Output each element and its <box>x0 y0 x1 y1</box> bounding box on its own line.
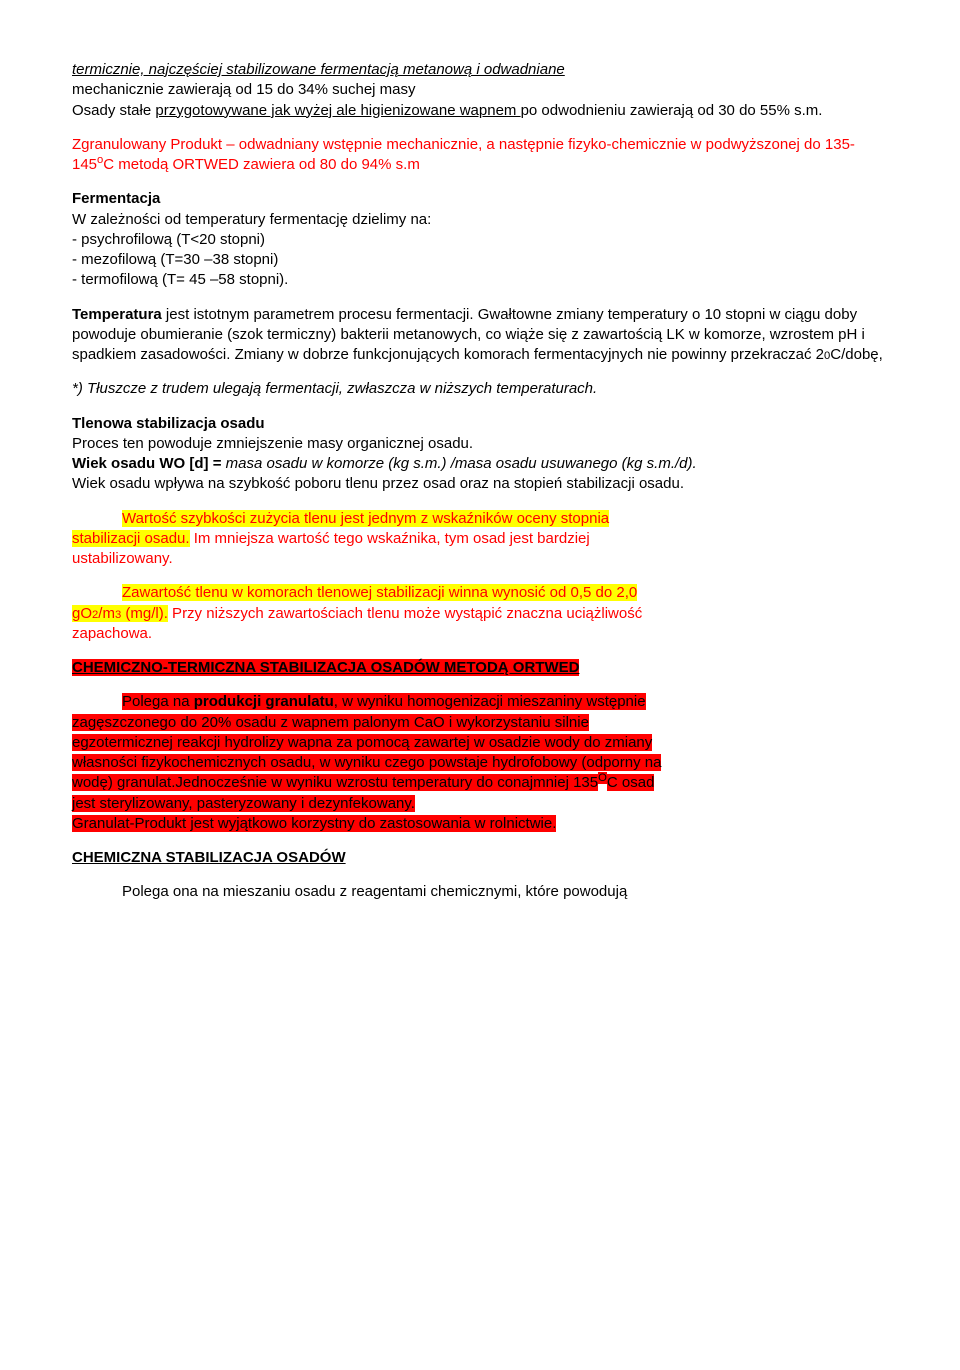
text: jest istotnym parametrem procesu ferment… <box>72 306 865 364</box>
text: zapachowa. <box>72 625 152 642</box>
text: C metodą ORTWED zawiera od 80 do 94% s.m <box>103 156 420 173</box>
paragraph-red-tlen: Zawartość tlenu w komorach tlenowej stab… <box>72 583 888 644</box>
footnote: *) Tłuszcze z trudem ulegają fermentacji… <box>72 379 888 399</box>
text: - psychrofilową (T<20 stopni) <box>72 231 265 248</box>
text-highlight-red: Jednocześnie w wyniku wzrostu temperatur… <box>175 774 598 791</box>
text-highlight: Wartość szybkości zużycia tlenu jest jed… <box>122 510 609 527</box>
text-highlight-red: , w wyniku homogenizacji mieszaniny wstę… <box>334 693 646 710</box>
section-tlenowa: Tlenowa stabilizacja osadu Proces ten po… <box>72 414 888 495</box>
text-highlight-red-bold: produkcji granulatu <box>194 693 334 710</box>
text: Proces ten powoduje zmniejszenie masy or… <box>72 435 473 452</box>
heading-chem-term: CHEMICZNO-TERMICZNA STABILIZACJA OSADÓW … <box>72 658 888 678</box>
text-bold: Temperatura <box>72 306 162 323</box>
text-italic: masa osadu w komorze (kg s.m.) /masa osa… <box>226 455 697 472</box>
text-highlight: stabilizacji osadu. <box>72 530 190 547</box>
text: Polega ona na mieszaniu osadu z reagenta… <box>122 883 627 900</box>
text: CHEMICZNA STABILIZACJA OSADÓW <box>72 849 346 866</box>
text-highlight-red: CHEMICZNO-TERMICZNA STABILIZACJA OSADÓW … <box>72 659 579 676</box>
text-highlight-red: wodę) granulat. <box>72 774 175 791</box>
text-highlight-red: Granulat-Produkt jest wyjątkowo korzystn… <box>72 815 556 832</box>
text: Przy niższych zawartościach tlenu może w… <box>168 605 642 622</box>
text-highlight-red: zagęszczonego do 20% osadu z wapnem palo… <box>72 714 589 731</box>
text: - termofilową (T= 45 –58 stopni). <box>72 271 288 288</box>
paragraph-zgranulowany: Zgranulowany Produkt – odwadniany wstępn… <box>72 135 888 176</box>
text-highlight-red: egzotermicznej reakcji hydrolizy wapna z… <box>72 734 652 751</box>
text-highlight: gO2/m3 (mg/l). <box>72 605 168 622</box>
paragraph-osady: termicznie, najczęściej stabilizowane fe… <box>72 60 888 121</box>
text: Osady stałe <box>72 102 155 119</box>
paragraph-red-szybkosc: Wartość szybkości zużycia tlenu jest jed… <box>72 509 888 570</box>
text: Wiek osadu wpływa na szybkość poboru tle… <box>72 475 684 492</box>
text-highlight-red: C osad <box>607 774 655 791</box>
text: W zależności od temperatury fermentację … <box>72 211 431 228</box>
paragraph-temperatura: Temperatura jest istotnym parametrem pro… <box>72 305 888 366</box>
text: przygotowywane jak wyżej ale higienizowa… <box>155 102 520 119</box>
text: mechanicznie zawierają od 15 do 34% such… <box>72 81 416 98</box>
heading: Tlenowa stabilizacja osadu <box>72 415 265 432</box>
paragraph-chem-stab: Polega ona na mieszaniu osadu z reagenta… <box>72 882 888 902</box>
section-fermentacja: Fermentacja W zależności od temperatury … <box>72 189 888 290</box>
text: po odwodnieniu zawierają od 30 do 55% s.… <box>521 102 823 119</box>
text: termicznie, najczęściej stabilizowane fe… <box>72 61 565 78</box>
text-highlight-red: jest sterylizowany, pasteryzowany i dezy… <box>72 795 415 812</box>
heading-chem-stab: CHEMICZNA STABILIZACJA OSADÓW <box>72 848 888 868</box>
text: Im mniejsza wartość tego wskaźnika, tym … <box>190 530 590 547</box>
text-bold: Wiek osadu WO [d] = <box>72 455 226 472</box>
paragraph-chem-term: Polega na produkcji granulatu, w wyniku … <box>72 692 888 834</box>
heading: Fermentacja <box>72 190 160 207</box>
text-sup: O <box>598 772 607 784</box>
text-highlight: Zawartość tlenu w komorach tlenowej stab… <box>122 584 637 601</box>
text-highlight-red: Polega na <box>122 693 194 710</box>
text-highlight-red: własności fizykochemicznych osadu, w wyn… <box>72 754 661 771</box>
text: C/dobę, <box>830 346 883 363</box>
text: ustabilizowany. <box>72 550 173 567</box>
text: - mezofilową (T=30 –38 stopni) <box>72 251 278 268</box>
